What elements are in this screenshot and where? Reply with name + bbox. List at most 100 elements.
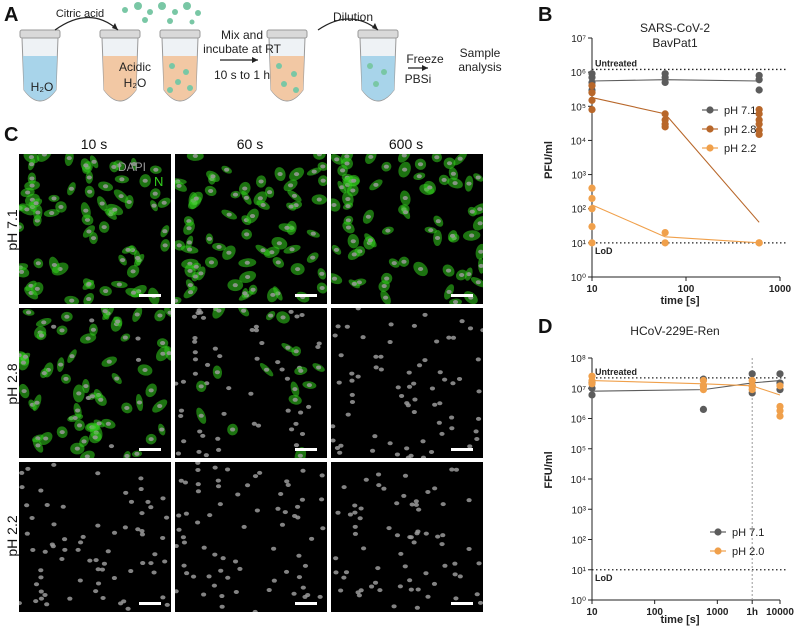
dapi-nucleus [376, 483, 382, 488]
dapi-nucleus [148, 505, 154, 510]
dapi-nucleus [75, 547, 81, 552]
dapi-nucleus [306, 383, 312, 388]
dapi-nucleus [95, 471, 101, 476]
dapi-nucleus [116, 282, 122, 287]
dapi-nucleus [344, 154, 350, 159]
dapi-nucleus [35, 210, 41, 215]
dapi-nucleus [198, 384, 204, 389]
dapi-nucleus [42, 549, 48, 554]
dapi-nucleus [406, 370, 412, 375]
dapi-nucleus [357, 516, 363, 521]
dapi-nucleus [270, 292, 276, 297]
data-point [588, 96, 596, 104]
dapi-nucleus [76, 391, 82, 396]
dapi-nucleus [439, 431, 445, 436]
dapi-nucleus [282, 510, 288, 515]
dapi-nucleus [206, 574, 212, 579]
data-point [588, 222, 596, 231]
x-tick-label: 10 [586, 607, 598, 618]
dapi-nucleus [134, 312, 140, 317]
dapi-nucleus [34, 286, 40, 291]
dapi-nucleus [293, 349, 299, 354]
chart-b-subtitle: BavPat1 [652, 36, 698, 50]
dapi-nucleus [85, 336, 91, 341]
dapi-nucleus [224, 167, 230, 172]
dapi-nucleus [51, 522, 57, 527]
dapi-nucleus [373, 365, 379, 370]
dapi-nucleus [475, 357, 481, 362]
dapi-nucleus [51, 324, 57, 329]
dapi-nucleus [349, 378, 355, 383]
dapi-nucleus [318, 497, 325, 502]
dapi-nucleus [319, 271, 325, 276]
dapi-nucleus [480, 328, 483, 333]
dapi-nucleus [140, 561, 146, 566]
dapi-nucleus [311, 169, 317, 174]
dapi-nucleus [355, 374, 361, 379]
dapi-nucleus [81, 439, 87, 444]
dapi-nucleus [338, 353, 344, 358]
dapi-nucleus [175, 381, 179, 386]
dapi-nucleus [253, 324, 259, 329]
dapi-nucleus [349, 392, 355, 397]
dapi-nucleus [35, 261, 41, 266]
dapi-nucleus [164, 602, 170, 607]
dapi-nucleus [413, 499, 419, 504]
dapi-nucleus [62, 547, 68, 552]
dapi-nucleus [408, 453, 414, 458]
dapi-nucleus [176, 527, 182, 532]
dapi-nucleus [450, 335, 457, 340]
dapi-nucleus [95, 523, 101, 528]
dapi-nucleus [352, 510, 358, 515]
chart-sars-cov-2: SARS-CoV-2 BavPat1 PFU/ml time [s] 10⁰10… [543, 21, 792, 307]
dapi-nucleus [297, 410, 304, 415]
dapi-nucleus [248, 391, 254, 396]
dapi-nucleus [105, 421, 111, 426]
dapi-nucleus [198, 413, 204, 418]
dapi-nucleus [191, 314, 198, 319]
data-point [776, 382, 784, 390]
dapi-nucleus [214, 370, 220, 375]
dapi-nucleus [186, 240, 193, 245]
dapi-nucleus [477, 207, 483, 212]
dapi-nucleus [401, 154, 407, 158]
data-point [661, 123, 669, 131]
dapi-nucleus [67, 596, 73, 601]
series-line-pH71 [591, 79, 760, 82]
analysis-label: analysis [458, 60, 502, 74]
dapi-nucleus [138, 487, 144, 492]
dapi-nucleus [332, 333, 338, 338]
dapi-nucleus [148, 437, 154, 442]
dapi-nucleus [72, 415, 78, 420]
dapi-nucleus [120, 258, 126, 263]
dapi-nucleus [333, 556, 339, 561]
dapi-nucleus [414, 605, 420, 610]
dapi-nucleus [407, 578, 413, 583]
legend-marker [714, 547, 722, 555]
dapi-nucleus [181, 563, 187, 568]
dapi-nucleus [411, 540, 417, 545]
dapi-nucleus [452, 561, 458, 566]
dapi-nucleus [125, 247, 131, 252]
dapi-nucleus [372, 580, 379, 585]
dapi-nucleus [175, 298, 179, 303]
dapi-nucleus [320, 526, 326, 531]
dapi-nucleus [91, 159, 97, 164]
dapi-nucleus [59, 556, 65, 561]
dapi-nucleus [139, 511, 145, 516]
dapi-nucleus [252, 609, 258, 612]
dapi-nucleus [275, 360, 281, 365]
dapi-nucleus [394, 533, 401, 538]
sample-label: Sample [459, 46, 501, 60]
incubate-label: incubate at RT [203, 42, 281, 56]
dapi-nucleus [233, 589, 239, 594]
dapi-nucleus [402, 167, 408, 172]
dapi-nucleus [106, 359, 112, 364]
dapi-nucleus [310, 255, 316, 260]
dapi-nucleus [128, 569, 134, 574]
dapi-nucleus [459, 319, 465, 324]
dapi-nucleus [125, 606, 131, 611]
dapi-nucleus [453, 596, 459, 601]
dapi-nucleus [295, 515, 301, 520]
data-point [755, 239, 763, 247]
